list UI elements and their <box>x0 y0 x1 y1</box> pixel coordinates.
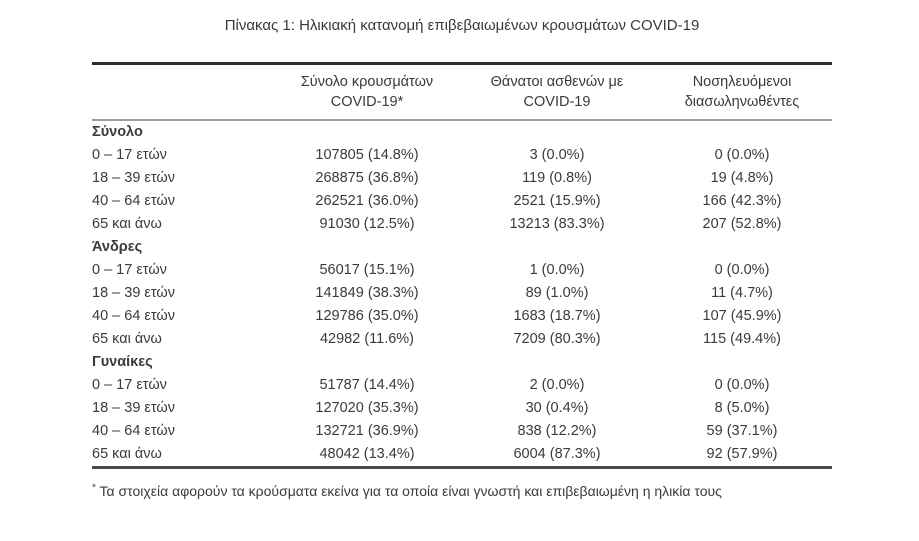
table-row: 18 – 39 ετών 127020 (35.3%) 30 (0.4%) 8 … <box>92 397 832 420</box>
footnote: * Τα στοιχεία αφορούν τα κρούσματα εκείν… <box>92 481 832 501</box>
cell-cases: 107805 (14.8%) <box>315 147 419 163</box>
table-container: Σύνολο κρουσμάτων COVID-19* Θάνατοι ασθε… <box>92 62 832 469</box>
cell-intubated: 207 (52.8%) <box>702 216 782 232</box>
age-label: 65 και άνω <box>92 216 162 232</box>
table-body: Σύνολο 0 – 17 ετών 107805 (14.8%) 3 (0.0… <box>92 120 832 468</box>
age-label: 0 – 17 ετών <box>92 377 167 393</box>
covid-age-distribution-table: Σύνολο κρουσμάτων COVID-19* Θάνατοι ασθε… <box>92 62 832 469</box>
table-header: Σύνολο κρουσμάτων COVID-19* Θάνατοι ασθε… <box>92 63 832 121</box>
cell-cases: 268875 (36.8%) <box>315 170 419 186</box>
cell-cases: 262521 (36.0%) <box>315 193 419 209</box>
column-header-line: Θάνατοι ασθενών με <box>490 74 624 90</box>
table-row: 0 – 17 ετών 51787 (14.4%) 2 (0.0%) 0 (0.… <box>92 374 832 397</box>
table-row: 40 – 64 ετών 262521 (36.0%) 2521 (15.9%)… <box>92 190 832 213</box>
header-empty-cell <box>92 63 272 121</box>
column-header-line: COVID-19 <box>523 94 591 110</box>
table-row: 65 και άνω 42982 (11.6%) 7209 (80.3%) 11… <box>92 328 832 351</box>
age-label: 40 – 64 ετών <box>92 193 175 209</box>
cell-deaths: 2521 (15.9%) <box>513 193 601 209</box>
section-row-women: Γυναίκες <box>92 351 832 374</box>
cell-intubated: 0 (0.0%) <box>714 262 770 278</box>
column-header-deaths: Θάνατοι ασθενών με COVID-19 <box>462 63 652 121</box>
cell-intubated: 19 (4.8%) <box>710 170 774 186</box>
cell-cases: 127020 (35.3%) <box>315 400 419 416</box>
cell-deaths: 7209 (80.3%) <box>513 331 601 347</box>
cell-deaths: 1683 (18.7%) <box>513 308 601 324</box>
column-header-intubated: Νοσηλευόμενοι διασωληνωθέντες <box>652 63 832 121</box>
cell-intubated: 11 (4.7%) <box>711 285 773 301</box>
column-header-line: COVID-19* <box>330 94 404 110</box>
cell-cases: 48042 (13.4%) <box>319 446 415 462</box>
table-row: 40 – 64 ετών 129786 (35.0%) 1683 (18.7%)… <box>92 305 832 328</box>
cell-intubated: 0 (0.0%) <box>714 147 770 163</box>
table-row: 65 και άνω 48042 (13.4%) 6004 (87.3%) 92… <box>92 443 832 468</box>
section-row-men: Άνδρες <box>92 236 832 259</box>
cell-cases: 141849 (38.3%) <box>315 285 419 301</box>
section-row-total: Σύνολο <box>92 120 832 144</box>
cell-cases: 51787 (14.4%) <box>319 377 415 393</box>
cell-deaths: 119 (0.8%) <box>522 170 592 186</box>
age-label: 18 – 39 ετών <box>92 170 175 186</box>
table-row: 18 – 39 ετών 141849 (38.3%) 89 (1.0%) 11… <box>92 282 832 305</box>
cell-intubated: 0 (0.0%) <box>714 377 770 393</box>
header-row: Σύνολο κρουσμάτων COVID-19* Θάνατοι ασθε… <box>92 63 832 121</box>
cell-cases: 129786 (35.0%) <box>315 308 419 324</box>
cell-intubated: 115 (49.4%) <box>703 331 781 347</box>
table-row: 0 – 17 ετών 56017 (15.1%) 1 (0.0%) 0 (0.… <box>92 259 832 282</box>
cell-intubated: 107 (45.9%) <box>702 308 782 324</box>
cell-cases: 91030 (12.5%) <box>319 216 415 232</box>
cell-deaths: 2 (0.0%) <box>529 377 585 393</box>
table-row: 0 – 17 ετών 107805 (14.8%) 3 (0.0%) 0 (0… <box>92 144 832 167</box>
column-header-line: διασωληνωθέντες <box>684 94 800 110</box>
footnote-marker: * <box>92 482 96 494</box>
age-label: 40 – 64 ετών <box>92 423 175 439</box>
age-label: 0 – 17 ετών <box>92 147 167 163</box>
cell-intubated: 8 (5.0%) <box>714 400 770 416</box>
table-row: 65 και άνω 91030 (12.5%) 13213 (83.3%) 2… <box>92 213 832 236</box>
cell-deaths: 30 (0.4%) <box>525 400 589 416</box>
cell-cases: 132721 (36.9%) <box>315 423 419 439</box>
table-row: 40 – 64 ετών 132721 (36.9%) 838 (12.2%) … <box>92 420 832 443</box>
cell-deaths: 89 (1.0%) <box>525 285 589 301</box>
cell-cases: 42982 (11.6%) <box>319 331 415 347</box>
cell-intubated: 92 (57.9%) <box>706 446 778 462</box>
cell-deaths: 13213 (83.3%) <box>509 216 605 232</box>
table-title: Πίνακας 1: Ηλικιακή κατανομή επιβεβαιωμέ… <box>224 17 700 34</box>
age-label: 65 και άνω <box>92 446 162 462</box>
age-label: 0 – 17 ετών <box>92 262 167 278</box>
section-label: Σύνολο <box>92 124 143 140</box>
age-label: 18 – 39 ετών <box>92 285 175 301</box>
cell-intubated: 59 (37.1%) <box>706 423 778 439</box>
cell-deaths: 838 (12.2%) <box>517 423 597 439</box>
age-label: 40 – 64 ετών <box>92 308 175 324</box>
cell-deaths: 1 (0.0%) <box>529 262 585 278</box>
age-label: 65 και άνω <box>92 331 162 347</box>
column-header-line: Σύνολο κρουσμάτων <box>300 74 434 90</box>
section-label: Άνδρες <box>92 239 143 255</box>
column-header-line: Νοσηλευόμενοι <box>692 74 792 90</box>
cell-cases: 56017 (15.1%) <box>319 262 415 278</box>
cell-intubated: 166 (42.3%) <box>702 193 782 209</box>
cell-deaths: 6004 (87.3%) <box>513 446 601 462</box>
section-label: Γυναίκες <box>92 354 153 370</box>
footnote-text: Τα στοιχεία αφορούν τα κρούσματα εκείνα … <box>99 483 722 499</box>
age-label: 18 – 39 ετών <box>92 400 175 416</box>
column-header-total-cases: Σύνολο κρουσμάτων COVID-19* <box>272 63 462 121</box>
cell-deaths: 3 (0.0%) <box>529 147 585 163</box>
table-row: 18 – 39 ετών 268875 (36.8%) 119 (0.8%) 1… <box>92 167 832 190</box>
